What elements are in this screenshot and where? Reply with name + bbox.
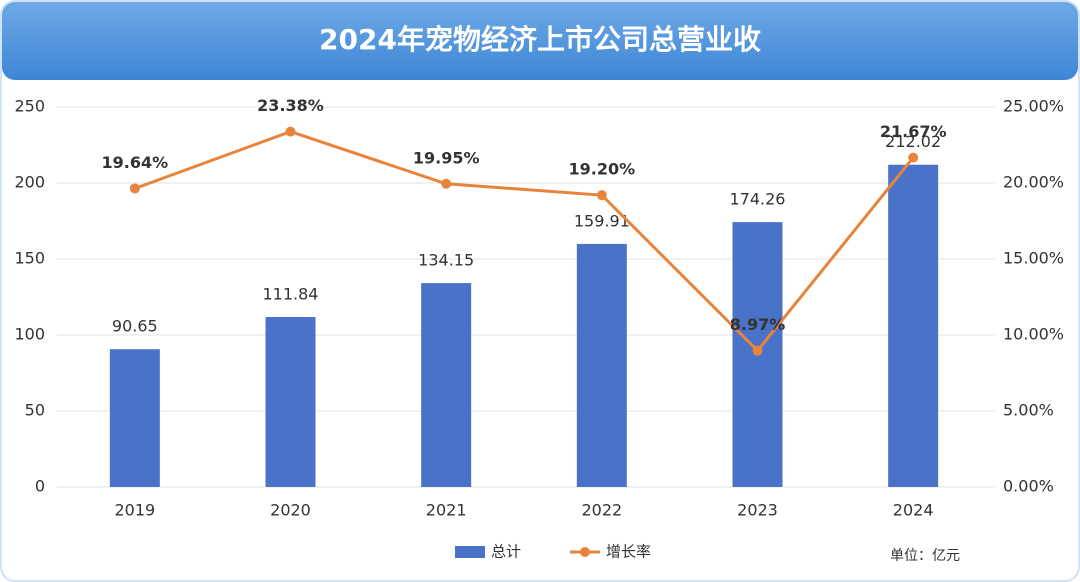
x-tick-label: 2024: [893, 501, 934, 520]
bar-value-label: 134.15: [418, 251, 474, 270]
x-tick-label: 2022: [581, 501, 622, 520]
line-value-label: 8.97%: [730, 315, 786, 334]
line-point: [441, 178, 452, 189]
y-tick-label: 150: [14, 249, 45, 268]
bar-value-label: 111.84: [263, 285, 319, 304]
line-point: [285, 126, 296, 137]
y-tick-label: 50: [25, 401, 45, 420]
y-tick-label: 250: [14, 97, 45, 116]
x-tick-label: 2020: [270, 501, 311, 520]
bar-value-label: 90.65: [112, 317, 158, 336]
line-point: [129, 183, 140, 194]
y2-tick-label: 15.00%: [1003, 249, 1064, 268]
title-banner: [2, 2, 1078, 80]
x-tick-label: 2021: [426, 501, 467, 520]
legend-swatch: [580, 547, 590, 557]
chart-title: 2024年宠物经济上市公司总营业收: [319, 23, 761, 56]
line-value-label: 21.67%: [880, 122, 947, 141]
bar-value-label: 159.91: [574, 211, 630, 230]
bar: [576, 243, 627, 487]
y-tick-label: 100: [14, 325, 45, 344]
line-value-label: 23.38%: [257, 96, 324, 115]
x-tick-label: 2019: [114, 501, 155, 520]
line-point: [908, 152, 919, 163]
y2-tick-label: 10.00%: [1003, 325, 1064, 344]
line: [134, 130, 915, 353]
line-point: [752, 345, 763, 356]
unit-note: 单位：亿元: [890, 548, 960, 564]
y-tick-label: 200: [14, 173, 45, 192]
legend-label: 总计: [491, 543, 521, 561]
line-point: [596, 190, 607, 201]
line-value-label: 19.20%: [569, 160, 636, 179]
bar: [421, 283, 472, 487]
legend-swatch: [455, 546, 485, 558]
y2-tick-label: 25.00%: [1003, 97, 1064, 116]
x-tick-label: 2023: [737, 501, 778, 520]
line-value-label: 19.64%: [102, 153, 169, 172]
y2-tick-label: 5.00%: [1003, 401, 1054, 420]
y-tick-label: 0: [35, 477, 45, 496]
bar-value-label: 174.26: [730, 190, 786, 209]
y2-tick-label: 0.00%: [1003, 477, 1054, 496]
bar: [265, 317, 316, 487]
y2-tick-label: 20.00%: [1003, 173, 1064, 192]
bar-value-label: 212.02: [885, 132, 941, 151]
line-value-label: 19.95%: [413, 148, 480, 167]
bar: [109, 349, 160, 487]
legend-label: 增长率: [606, 543, 651, 561]
bar: [888, 164, 939, 487]
